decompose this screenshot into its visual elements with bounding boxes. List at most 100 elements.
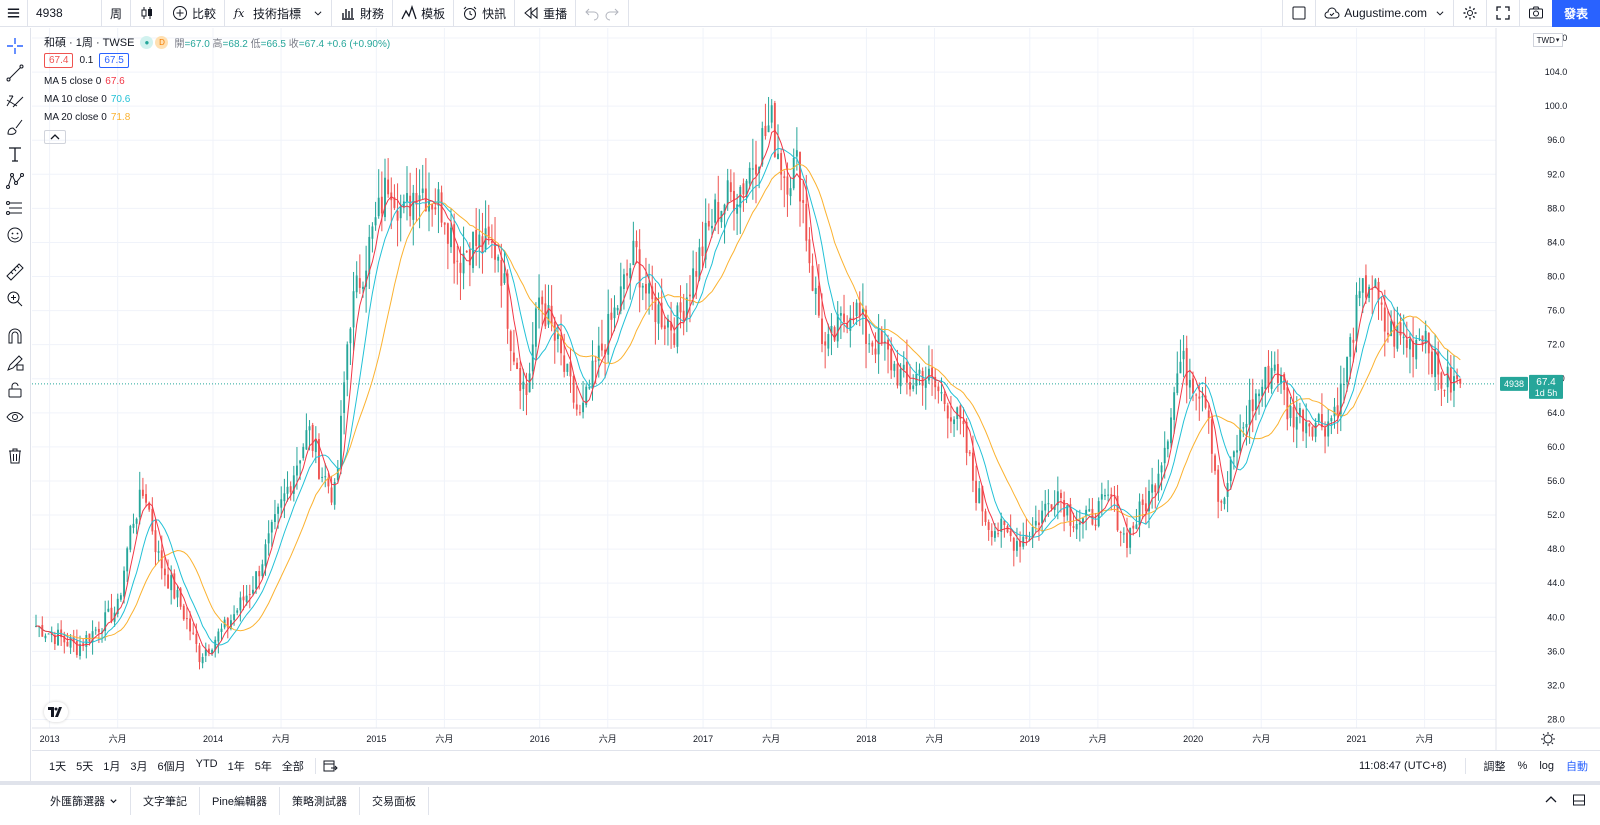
candle bbox=[723, 203, 726, 244]
chevron-up-icon[interactable] bbox=[1544, 793, 1558, 807]
financials-button[interactable]: 財務 bbox=[332, 0, 394, 27]
range-button[interactable]: 6個月 bbox=[157, 760, 186, 773]
legend-collapse-button[interactable] bbox=[44, 130, 66, 144]
lock-drawing-icon[interactable] bbox=[5, 353, 25, 373]
replay-button[interactable]: 重播 bbox=[515, 0, 577, 27]
candle bbox=[512, 329, 515, 366]
time-axis[interactable]: 2013 六月 2014 六月 2015 六月 2016 六月 2017 六月 2018 六月 2019… bbox=[40, 733, 1434, 744]
candle bbox=[1053, 490, 1056, 517]
currency-selector[interactable]: TWD ▾ bbox=[1533, 33, 1563, 47]
candle bbox=[714, 193, 717, 231]
alerts-button[interactable]: 快訊 bbox=[454, 0, 516, 27]
candle bbox=[802, 181, 805, 224]
layout-name-button[interactable]: Augustime.com bbox=[1315, 0, 1453, 27]
candle bbox=[953, 416, 956, 437]
publish-button[interactable]: 發表 bbox=[1552, 0, 1600, 27]
range-button[interactable]: YTD bbox=[195, 757, 218, 770]
tab-pine-editor[interactable]: Pine編輯器 bbox=[200, 787, 281, 815]
undo-icon[interactable] bbox=[584, 5, 600, 21]
ruler-icon[interactable] bbox=[5, 262, 25, 282]
candle bbox=[289, 481, 292, 501]
trendline-icon[interactable] bbox=[5, 63, 25, 83]
candle bbox=[547, 284, 550, 328]
clock-time[interactable]: 11:08:47 (UTC+8) bbox=[1358, 759, 1447, 772]
chart-type-button[interactable] bbox=[131, 0, 165, 27]
tab-trading-panel[interactable]: 交易面板 bbox=[360, 787, 430, 815]
emoji-icon[interactable] bbox=[5, 225, 25, 245]
candle bbox=[648, 263, 651, 315]
pattern-icon[interactable] bbox=[5, 171, 25, 191]
compare-button[interactable]: 比較 bbox=[164, 0, 226, 27]
eye-icon[interactable] bbox=[5, 407, 25, 427]
fib-icon[interactable] bbox=[5, 90, 25, 110]
range-button[interactable]: 1年 bbox=[227, 760, 245, 773]
candle bbox=[204, 642, 207, 663]
candle bbox=[1415, 335, 1418, 369]
candle bbox=[987, 519, 990, 541]
ma10-legend[interactable]: MA 10 close 0 70.6 bbox=[44, 94, 130, 105]
maximize-panel-icon[interactable] bbox=[1572, 793, 1586, 807]
candle bbox=[538, 274, 540, 329]
candle bbox=[1399, 313, 1402, 345]
zoom-icon[interactable] bbox=[5, 289, 25, 309]
candle bbox=[902, 351, 905, 378]
tab-text-notes[interactable]: 文字筆記 bbox=[131, 787, 200, 815]
candle bbox=[415, 167, 418, 222]
range-button[interactable]: 1天 bbox=[49, 760, 67, 773]
adjust-button[interactable]: 調整 bbox=[1483, 760, 1506, 773]
templates-button[interactable]: 模板 bbox=[393, 0, 455, 27]
candle bbox=[1453, 354, 1455, 408]
candle bbox=[777, 124, 779, 160]
tab-strategy-tester[interactable]: 策略測試器 bbox=[280, 787, 361, 815]
buy-price-button[interactable]: 67.5 bbox=[99, 53, 129, 68]
range-button[interactable]: 1月 bbox=[103, 760, 121, 773]
percent-button[interactable]: % bbox=[1517, 759, 1528, 772]
range-button[interactable]: 5天 bbox=[76, 760, 94, 773]
redo-icon[interactable] bbox=[604, 5, 620, 21]
ma20-legend[interactable]: MA 20 close 0 71.8 bbox=[44, 112, 130, 123]
brush-icon[interactable] bbox=[5, 117, 25, 137]
symbol-search[interactable]: 4938 bbox=[28, 0, 102, 27]
candle bbox=[1025, 518, 1028, 546]
interval-button[interactable]: 周 bbox=[102, 0, 132, 27]
range-button[interactable]: 5年 bbox=[254, 760, 272, 773]
magnet-icon[interactable] bbox=[5, 326, 25, 346]
candle bbox=[274, 499, 276, 530]
axis-settings-icon[interactable] bbox=[1541, 732, 1555, 746]
candle bbox=[613, 295, 616, 332]
candle bbox=[245, 585, 248, 606]
legend-header[interactable]: 和碩 · 1周 · TWSE ● D 開=67.0 高=68.2 低=66.5 … bbox=[44, 34, 390, 50]
sell-price-button[interactable]: 67.4 bbox=[44, 53, 74, 68]
auto-button[interactable]: 自動 bbox=[1566, 760, 1588, 773]
price-chart[interactable]: 28.0 32.0 36.0 40.0 44.0 48.0 52.0 56.0 60.0 64.0… bbox=[32, 28, 1600, 750]
candle bbox=[635, 230, 638, 264]
lock-icon[interactable] bbox=[5, 380, 25, 400]
crosshair-icon[interactable] bbox=[5, 36, 25, 56]
trash-icon[interactable] bbox=[5, 446, 25, 466]
fullscreen-button[interactable] bbox=[1486, 0, 1519, 27]
prediction-icon[interactable] bbox=[5, 198, 25, 218]
snapshot-button[interactable] bbox=[1519, 0, 1552, 27]
candle bbox=[145, 484, 147, 508]
candle bbox=[855, 299, 858, 326]
tab-forex-screener[interactable]: 外匯篩選器 bbox=[38, 787, 131, 815]
tab-label: 文字筆記 bbox=[143, 796, 187, 808]
candle bbox=[1126, 517, 1128, 558]
price-tick-label: 36.0 bbox=[1547, 646, 1565, 656]
goto-date-icon[interactable] bbox=[322, 758, 338, 774]
candle bbox=[626, 259, 629, 290]
tradingview-logo[interactable] bbox=[44, 702, 68, 722]
settings-button[interactable] bbox=[1453, 0, 1486, 27]
range-button[interactable]: 全部 bbox=[281, 760, 304, 773]
text-icon[interactable] bbox=[5, 144, 25, 164]
candle bbox=[302, 443, 305, 461]
candle bbox=[396, 183, 399, 247]
indicators-button[interactable]: ƒx 技術指標 bbox=[225, 0, 333, 27]
multi-layout-button[interactable] bbox=[1282, 0, 1315, 27]
menu-button[interactable] bbox=[0, 0, 28, 27]
range-button[interactable]: 3月 bbox=[130, 760, 148, 773]
candle bbox=[1173, 386, 1176, 434]
ma5-legend[interactable]: MA 5 close 0 67.6 bbox=[44, 76, 125, 87]
ohlc-values: 開=67.0 高=68.2 低=66.5 收=67.4 +0.6 (+0.90%… bbox=[174, 35, 390, 50]
log-button[interactable]: log bbox=[1539, 759, 1554, 772]
